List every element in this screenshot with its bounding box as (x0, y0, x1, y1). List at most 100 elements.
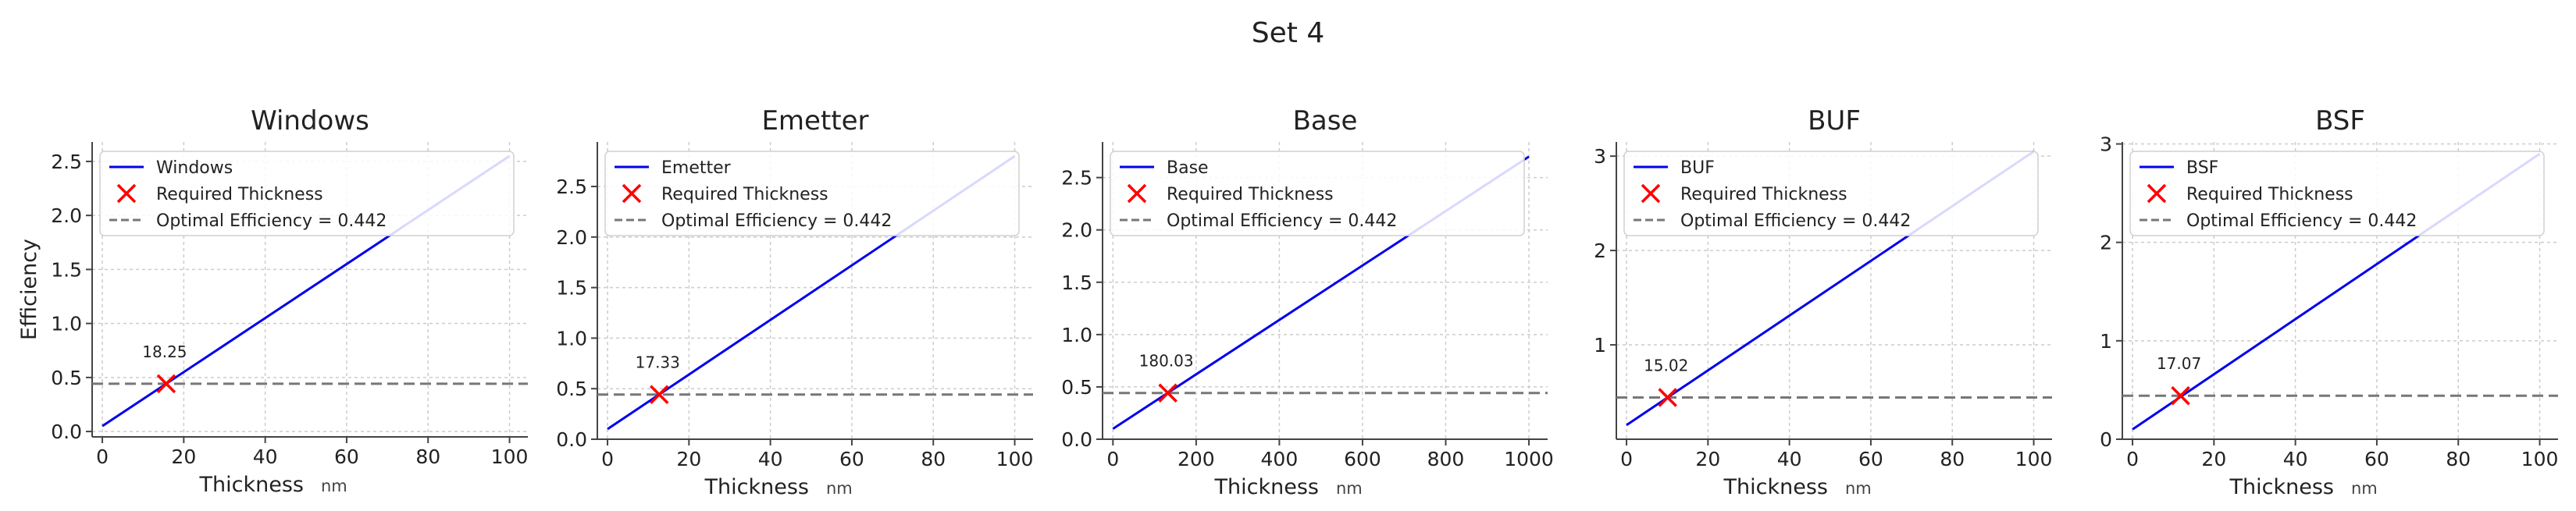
marker-stroke (1158, 383, 1178, 403)
y-tick-label: 0.5 (1061, 376, 1092, 399)
marker-stroke (156, 374, 176, 394)
y-tick-label: 2.0 (1061, 219, 1092, 242)
legend: Emetter Required Thickness Optimal Efficie… (604, 151, 1020, 236)
legend: Windows Required Thickness Optimal Efficie… (99, 151, 515, 236)
x-axis-unit: nm (321, 477, 347, 495)
x-axis-label: Thickness (704, 475, 809, 499)
required-thickness-label: 180.03 (1139, 352, 1194, 371)
legend-box (99, 151, 515, 236)
y-tick-label: 2.0 (556, 226, 587, 249)
legend-entry-label: Optimal Efficiency = 0.442 (1167, 211, 1397, 231)
subplot-base: 0 200 400 600 800 1000 0.0 0.5 1.0 1.5 2.0 2.5 180.0… (1061, 105, 1554, 499)
x-tick-label: 0 (2126, 448, 2139, 470)
x-tick-label: 0 (1106, 448, 1119, 470)
x-tick-label: 80 (2446, 448, 2471, 470)
legend-marker-swatch (2147, 183, 2167, 204)
y-tick-label: 1.0 (556, 327, 587, 350)
x-tick-label: 40 (2283, 448, 2308, 470)
required-thickness-label: 17.33 (636, 353, 680, 372)
y-tick-label: 2.0 (51, 204, 82, 227)
legend-entry-label: Windows (156, 158, 233, 178)
legend-entry-label: Optimal Efficiency = 0.442 (1680, 211, 1911, 231)
y-tick-label: 0.5 (556, 378, 587, 400)
legend: Base Required Thickness Optimal Efficiency… (1110, 151, 1525, 236)
x-axis-unit: nm (1336, 479, 1363, 498)
x-tick-label: 80 (415, 445, 440, 468)
x-tick-label: 100 (2521, 448, 2559, 470)
legend-entry-label: Optimal Efficiency = 0.442 (661, 211, 892, 231)
figure-title: Set 4 (1251, 17, 1325, 49)
y-tick-label: 2 (1594, 240, 1606, 262)
y-tick-label: 2.5 (1061, 167, 1092, 190)
x-tick-label: 60 (334, 445, 359, 468)
legend-box (1110, 151, 1525, 236)
legend-entry-label: Optimal Efficiency = 0.442 (156, 211, 387, 231)
subplot-buf: 0 20 40 60 80 100 1 2 3 15.02 BUF Thickness nm BUF Req… (1594, 105, 2052, 499)
required-thickness-marker (1158, 383, 1178, 403)
x-tick-label: 0 (601, 448, 614, 470)
subplot-title: Base (1293, 105, 1358, 137)
subplot-title: Emetter (761, 105, 868, 137)
x-tick-label: 600 (1344, 448, 1381, 470)
y-tick-label: 1.5 (556, 277, 587, 300)
y-tick-label: 0.0 (51, 421, 82, 443)
y-tick-label: 3 (2100, 133, 2112, 156)
x-tick-label: 20 (1695, 448, 1720, 470)
x-tick-label: 800 (1427, 448, 1465, 470)
legend-entry-label: Required Thickness (1680, 185, 1847, 204)
x-tick-label: 60 (1858, 448, 1883, 470)
x-tick-label: 60 (2364, 448, 2389, 470)
subplot-emetter: 0 20 40 60 80 100 0.0 0.5 1.0 1.5 2.0 2.5 17.33 Emett… (556, 105, 1033, 499)
y-tick-label: 1.5 (1061, 271, 1092, 294)
legend-box (2129, 151, 2545, 236)
y-tick-label: 0 (2100, 428, 2112, 451)
subplot-windows: 0 20 40 60 80 100 0.0 0.5 1.0 1.5 2.0 2.5 18.25 Windo… (17, 105, 528, 497)
subplot-title: BSF (2315, 105, 2365, 137)
x-tick-label: 60 (839, 448, 864, 470)
marker-stroke (2171, 386, 2190, 406)
y-tick-label: 0.0 (1061, 428, 1092, 451)
x-tick-label: 40 (253, 445, 278, 468)
required-thickness-marker (156, 374, 176, 394)
x-tick-label: 100 (491, 445, 529, 468)
legend-marker-swatch (622, 183, 642, 204)
legend: BSF Required Thickness Optimal Efficiency … (2129, 151, 2545, 236)
required-thickness-marker (650, 385, 669, 404)
x-axis-unit: nm (2351, 479, 2378, 498)
required-thickness-marker (1658, 388, 1677, 407)
legend-entry-label: Emetter (661, 158, 732, 178)
y-tick-label: 1.0 (1061, 324, 1092, 346)
x-axis-unit: nm (1845, 479, 1872, 498)
required-thickness-label: 17.07 (2157, 354, 2201, 373)
legend-entry-label: Required Thickness (156, 185, 323, 204)
legend-entry-label: BUF (1680, 158, 1715, 178)
x-axis-label: Thickness (1723, 475, 1828, 499)
x-tick-label: 400 (1261, 448, 1299, 470)
x-tick-label: 20 (171, 445, 196, 468)
y-tick-label: 3 (1594, 145, 1606, 168)
y-tick-label: 2.5 (51, 151, 82, 173)
y-axis-label: Efficiency (17, 239, 41, 340)
legend-marker-swatch (1641, 183, 1661, 204)
x-tick-label: 0 (96, 445, 109, 468)
required-thickness-marker (2171, 386, 2190, 406)
subplot-title: BUF (1808, 105, 1861, 137)
legend-box (604, 151, 1020, 236)
y-tick-label: 1 (2100, 330, 2112, 353)
x-tick-label: 1000 (1504, 448, 1554, 470)
required-thickness-label: 15.02 (1644, 357, 1688, 375)
y-tick-label: 0.5 (51, 367, 82, 389)
x-tick-label: 200 (1178, 448, 1215, 470)
x-tick-label: 80 (921, 448, 946, 470)
x-tick-label: 40 (1777, 448, 1802, 470)
x-tick-label: 100 (2015, 448, 2053, 470)
subplot-bsf: 0 20 40 60 80 100 0 1 2 3 17.07 BSF Thickness nm BSF Re… (2100, 105, 2558, 499)
x-tick-label: 80 (1940, 448, 1965, 470)
y-tick-label: 0.0 (556, 428, 587, 451)
x-axis-label: Thickness (199, 473, 304, 497)
legend-entry-label: Required Thickness (661, 185, 828, 204)
legend: BUF Required Thickness Optimal Efficiency … (1623, 151, 2039, 236)
x-axis-label: Thickness (1214, 475, 1319, 499)
x-axis-unit: nm (826, 479, 853, 498)
x-tick-label: 20 (676, 448, 701, 470)
